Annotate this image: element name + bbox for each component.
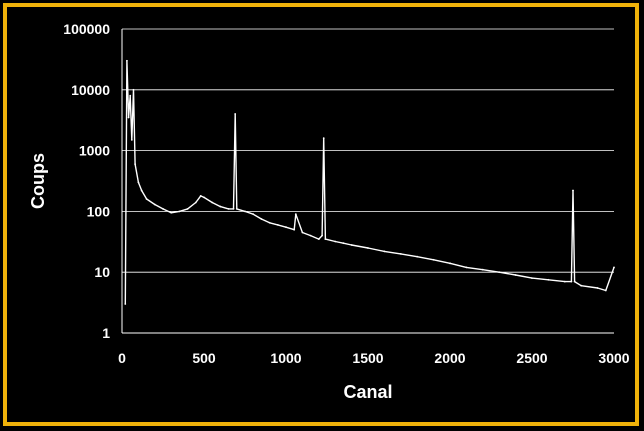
spectrum-point	[294, 213, 297, 216]
spectrum-point	[211, 201, 214, 204]
x-tick-label: 0	[118, 350, 126, 366]
spectrum-point	[596, 287, 599, 289]
y-axis-title: Coups	[28, 153, 48, 209]
x-tick-label: 500	[192, 350, 216, 366]
spectrum-point	[127, 116, 130, 119]
spectrum-point	[268, 221, 271, 224]
y-tick-label: 100000	[63, 21, 110, 37]
spectrum-point	[170, 211, 173, 214]
spectrum-point	[130, 138, 133, 141]
spectrum-point	[367, 247, 369, 249]
spectrum-point	[399, 252, 402, 255]
spectrum-point	[514, 274, 517, 276]
spectrum-point	[199, 194, 202, 197]
spectrum-point	[235, 207, 238, 210]
chart-frame	[3, 3, 639, 426]
spectrum-point	[531, 277, 533, 279]
y-tick-label: 100	[87, 203, 111, 219]
spectrum-point	[547, 278, 550, 281]
spectrum-point	[317, 238, 320, 241]
spectrum-point	[324, 238, 327, 241]
spectrum-point	[194, 201, 197, 204]
spectrum-point	[449, 262, 451, 265]
spectrum-point	[342, 242, 345, 245]
x-axis-title: Canal	[343, 382, 392, 402]
x-tick-label: 2000	[434, 350, 465, 366]
spectrum-point	[145, 198, 148, 200]
spectrum-point	[140, 189, 143, 192]
spectrum-point	[481, 268, 484, 271]
spectrum-point	[322, 137, 325, 140]
spectrum-point	[227, 207, 230, 210]
spectrum-point	[178, 210, 181, 213]
spectrum-point	[563, 280, 566, 283]
spectrum-point	[244, 210, 246, 213]
x-tick-label: 3000	[598, 350, 629, 366]
spectrum-point	[134, 163, 137, 165]
spectrum-point	[383, 250, 386, 253]
spectrum-point	[350, 244, 353, 246]
spectrum-point	[293, 228, 296, 231]
spectrum-point	[334, 240, 337, 243]
x-tick-label: 1500	[352, 350, 383, 366]
y-tick-label: 10000	[71, 82, 110, 98]
spectrum-point	[580, 284, 583, 287]
y-tick-label: 1	[102, 325, 110, 341]
spectrum-point	[232, 207, 235, 210]
spectrum-point	[132, 88, 135, 91]
spectrum-point	[129, 94, 132, 97]
spectrum-point	[276, 223, 279, 226]
x-tick-label: 1000	[270, 350, 301, 366]
spectrum-point	[162, 207, 164, 210]
spectrum-point	[465, 266, 468, 269]
spectrum-point	[613, 266, 615, 269]
spectrum-point	[573, 280, 576, 283]
y-tick-label: 10	[94, 264, 110, 280]
spectrum-point	[285, 226, 287, 229]
spectrum-point	[498, 271, 501, 274]
spectrum-point	[309, 234, 312, 237]
spectrum-point	[604, 289, 607, 292]
x-tick-label: 2500	[516, 350, 547, 366]
spectrum-point	[234, 113, 237, 115]
spectrum-point	[203, 196, 205, 199]
spectrum-point	[572, 189, 574, 192]
spectrum-point	[301, 231, 304, 234]
spectrum-point	[432, 258, 435, 261]
spectrum-point	[126, 59, 128, 62]
spectrum-point	[416, 255, 419, 258]
spectrum-point	[153, 203, 156, 206]
spectrum-point	[186, 207, 189, 210]
spectrum-point	[260, 218, 263, 220]
spectrum-point	[124, 303, 127, 305]
spectrum-point	[321, 234, 323, 237]
spectrum-point	[137, 181, 140, 184]
spectrum-point	[570, 280, 573, 283]
spectrum-point	[219, 205, 222, 208]
spectrum-line	[124, 60, 615, 305]
y-tick-label: 1000	[79, 143, 110, 159]
spectrum-point	[252, 213, 255, 216]
